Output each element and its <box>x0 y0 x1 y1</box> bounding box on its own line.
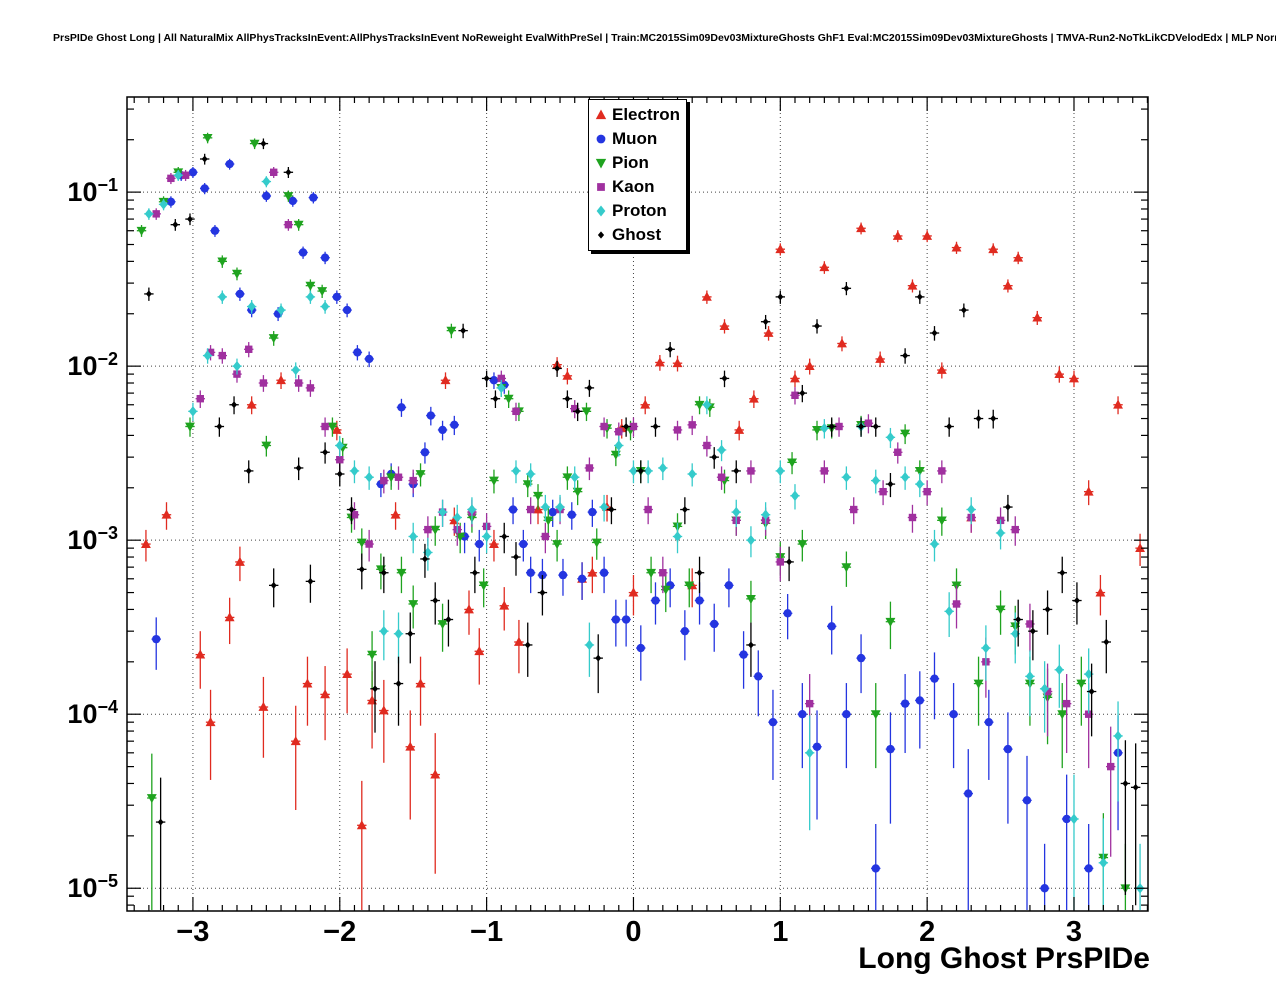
series-electron <box>141 222 1146 910</box>
series-ghost <box>144 138 1141 910</box>
y-tick-label-1e-4: 10−4 <box>67 697 118 730</box>
proton-marker-icon <box>596 205 606 217</box>
legend-item-electron: Electron <box>589 103 686 127</box>
legend-label: Ghost <box>612 225 662 244</box>
y-tick-label-1e-5: 10−5 <box>67 871 118 904</box>
electron-marker-icon <box>595 109 607 120</box>
legend-item-ghost: Ghost <box>589 223 686 247</box>
series-muon <box>151 158 1123 910</box>
legend-label: Proton <box>612 201 667 220</box>
legend: Electron Muon Pion Kaon Proton Ghost <box>588 99 687 251</box>
y-tick-label-1e-2: 10−2 <box>67 349 118 382</box>
x-tick-label-0: 0 <box>625 916 642 948</box>
pion-marker-icon <box>595 158 607 169</box>
series-proton <box>144 169 1145 910</box>
x-tick-label-1: 1 <box>772 916 789 948</box>
legend-item-muon: Muon <box>589 127 686 151</box>
legend-label: Electron <box>612 105 681 124</box>
y-tick-label-1e-3: 10−3 <box>67 523 118 556</box>
kaon-marker-icon <box>597 183 605 191</box>
legend-label: Muon <box>612 129 658 148</box>
legend-label: Pion <box>612 153 649 172</box>
legend-item-pion: Pion <box>589 151 686 175</box>
axis-ticks <box>127 97 1149 911</box>
legend-item-proton: Proton <box>589 199 686 223</box>
muon-marker-icon <box>596 134 606 144</box>
y-tick-label-1e-1: 10−1 <box>67 175 118 208</box>
x-tick-label--2: −2 <box>323 916 357 948</box>
plot-header: PrsPIDe Ghost Long | All NaturalMix AllP… <box>53 32 1276 44</box>
x-tick-label--3: −3 <box>176 916 210 948</box>
x-tick-label-3: 3 <box>1065 916 1083 948</box>
legend-item-kaon: Kaon <box>589 175 686 199</box>
legend-label: Kaon <box>612 177 655 196</box>
x-axis-title: Long Ghost PrsPIDe <box>858 942 1150 975</box>
x-tick-label-2: 2 <box>919 916 936 948</box>
ghost-marker-icon <box>597 231 605 239</box>
x-tick-label--1: −1 <box>470 916 504 948</box>
series-kaon <box>151 166 1116 857</box>
